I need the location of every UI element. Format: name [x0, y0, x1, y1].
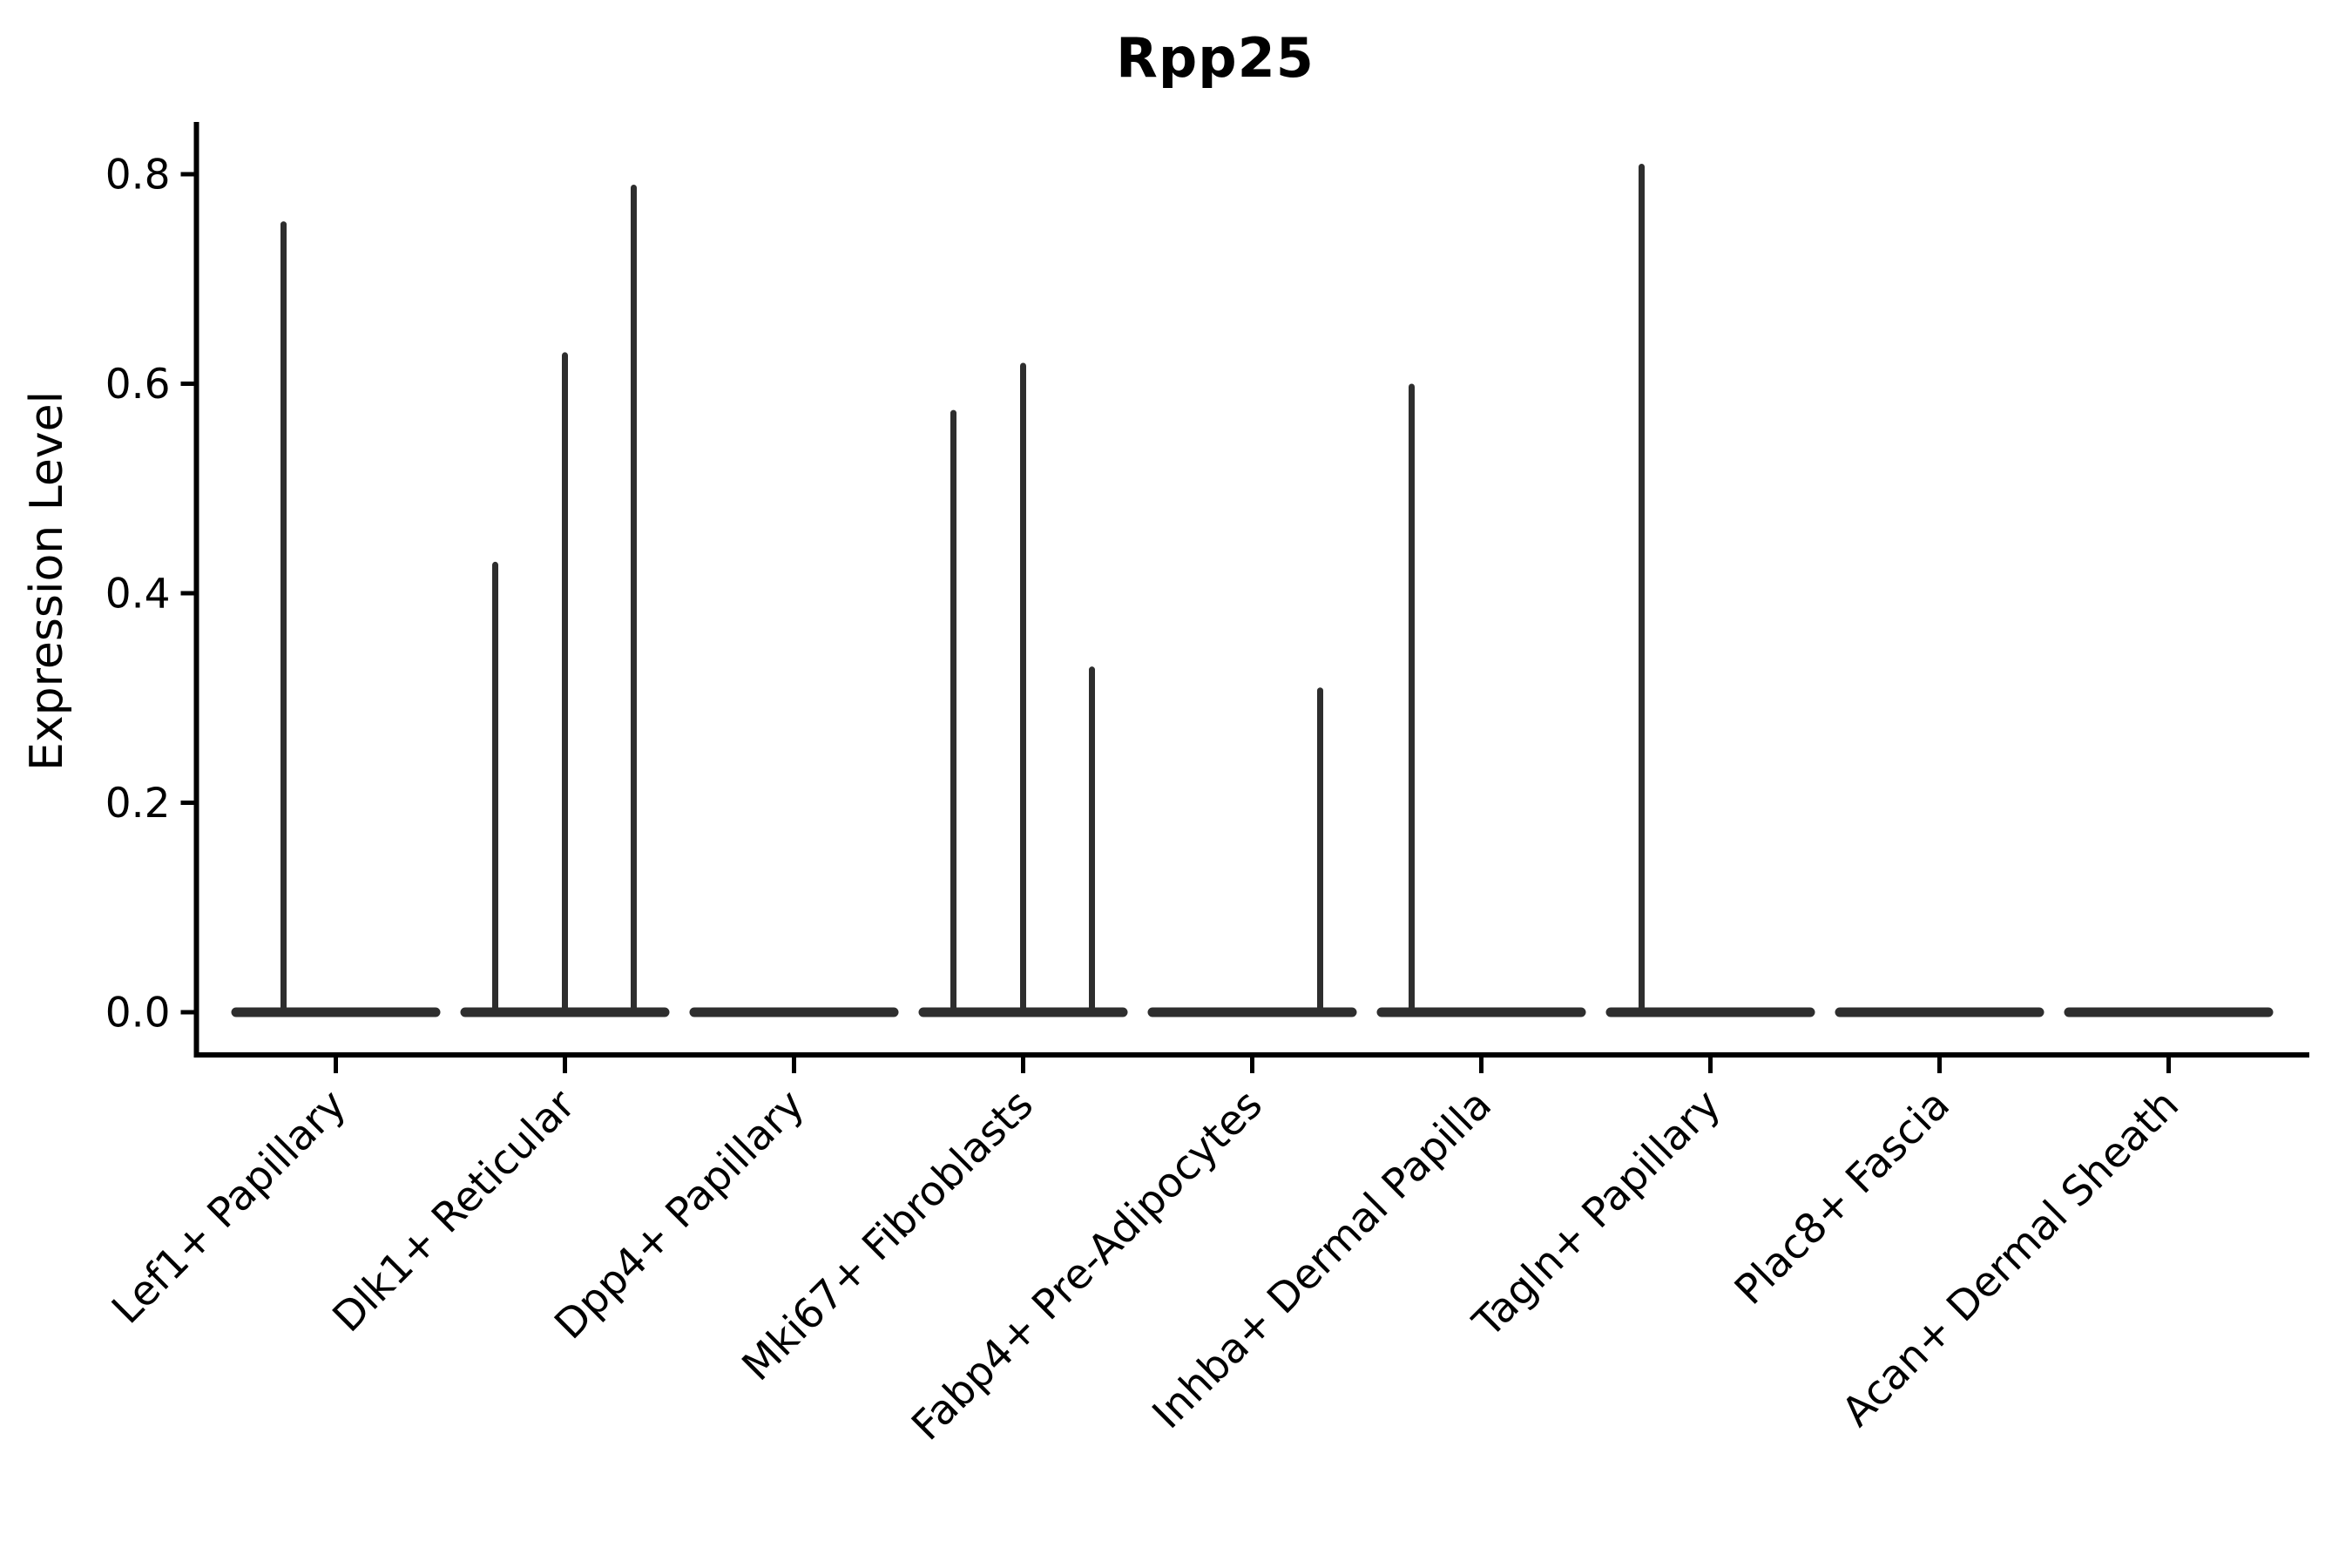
violin-base	[689, 1007, 899, 1017]
violin-spike	[631, 185, 637, 1017]
violin-base	[1147, 1007, 1357, 1017]
y-tick-label: 0.6	[105, 361, 171, 409]
x-tick-label: Lef1+ Papillary	[103, 1081, 355, 1334]
violin-spike	[1089, 666, 1095, 1017]
violin-spike	[492, 561, 498, 1017]
y-tick-label: 0.2	[105, 780, 171, 828]
x-tick-label: Dlk1+ Reticular	[324, 1080, 585, 1342]
y-tick-label: 0.0	[105, 989, 171, 1037]
violin-base	[1605, 1007, 1815, 1017]
violin-base	[1376, 1007, 1586, 1017]
violin-base	[231, 1007, 441, 1017]
y-tick-label: 0.4	[105, 570, 171, 618]
x-tick-label: Dpp4+ Papillary	[545, 1081, 814, 1349]
chart-title: Rpp25	[1116, 26, 1315, 90]
violin-spike	[1317, 687, 1323, 1017]
violin-spike	[1020, 362, 1026, 1017]
violin-spike	[1639, 163, 1645, 1017]
violin-base	[1835, 1007, 2044, 1017]
violin-spike	[562, 352, 568, 1017]
y-tick-label: 0.8	[105, 151, 171, 199]
violin-spike	[280, 221, 287, 1017]
x-tick-label: Plac8+ Fascia	[1726, 1081, 1959, 1315]
violin-spike	[1409, 383, 1415, 1017]
violin-base	[2064, 1007, 2274, 1017]
x-tick-label: Tagln+ Papillary	[1463, 1081, 1730, 1348]
violin-spike	[950, 409, 956, 1017]
